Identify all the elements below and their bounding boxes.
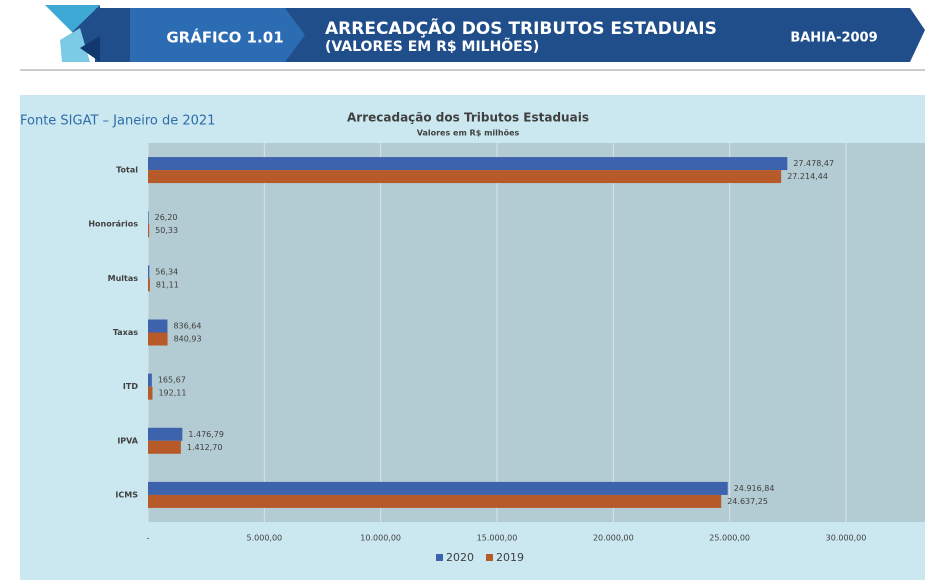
bar xyxy=(148,494,722,508)
y-tick-label: ITD xyxy=(123,382,138,391)
legend-swatch xyxy=(436,554,443,561)
header-subtitle: (VALORES EM R$ MILHÕES) xyxy=(325,37,539,55)
bar xyxy=(148,332,168,346)
bar xyxy=(148,319,168,333)
bar xyxy=(148,211,149,225)
value-label: 27.478,47 xyxy=(793,159,834,168)
chart-title: Arrecadação dos Tributos Estaduais xyxy=(347,111,589,125)
logo xyxy=(60,28,90,62)
legend-label: 2020 xyxy=(446,551,474,564)
bar xyxy=(148,157,788,171)
y-tick-label: Multas xyxy=(108,274,139,283)
bar xyxy=(148,440,181,454)
value-label: 50,33 xyxy=(155,226,178,235)
chart-subtitle: Valores em R$ milhões xyxy=(417,129,520,138)
bar xyxy=(148,373,152,387)
x-tick-label: 10.000,00 xyxy=(360,534,401,543)
legend-label: 2019 xyxy=(496,551,524,564)
y-tick-label: Total xyxy=(116,166,138,175)
x-tick-label: - xyxy=(147,534,150,543)
value-label: 24.637,25 xyxy=(727,497,768,506)
value-label: 165,67 xyxy=(158,376,186,385)
value-label: 24.916,84 xyxy=(734,484,775,493)
bar xyxy=(148,278,150,292)
region: BAHIA-2009 xyxy=(790,31,877,46)
value-label: 836,64 xyxy=(173,322,201,331)
value-label: 840,93 xyxy=(174,335,202,344)
x-tick-label: 20.000,00 xyxy=(593,534,634,543)
y-tick-label: ICMS xyxy=(115,490,138,499)
badge: GRÁFICO 1.01 xyxy=(166,28,283,47)
value-label: 56,34 xyxy=(155,267,178,276)
x-tick-label: 30.000,00 xyxy=(826,534,867,543)
y-tick-label: Honorários xyxy=(88,220,138,229)
logo xyxy=(80,36,100,62)
x-tick-label: 15.000,00 xyxy=(477,534,518,543)
header-title: ARRECADÇÃO DOS TRIBUTOS ESTADUAIS xyxy=(325,16,717,39)
legend-swatch xyxy=(486,554,493,561)
logo xyxy=(45,5,100,32)
value-label: 27.214,44 xyxy=(787,172,828,181)
value-label: 1.412,70 xyxy=(187,443,223,452)
value-label: 1.476,79 xyxy=(188,430,224,439)
plot-area xyxy=(148,143,925,522)
bar xyxy=(148,427,183,441)
bar xyxy=(148,481,728,495)
x-tick-label: 5.000,00 xyxy=(247,534,283,543)
bar xyxy=(148,265,150,279)
value-label: 26,20 xyxy=(155,213,178,222)
y-tick-label: IPVA xyxy=(117,436,138,445)
value-label: 192,11 xyxy=(158,389,186,398)
bar xyxy=(148,224,150,238)
y-tick-label: Taxas xyxy=(113,328,138,337)
bar xyxy=(148,386,153,400)
header-band xyxy=(95,8,925,62)
source: Fonte SIGAT – Janeiro de 2021 xyxy=(20,114,215,129)
value-label: 81,11 xyxy=(156,280,179,289)
badge-box xyxy=(130,8,305,62)
bar xyxy=(148,170,782,184)
x-tick-label: 25.000,00 xyxy=(709,534,750,543)
